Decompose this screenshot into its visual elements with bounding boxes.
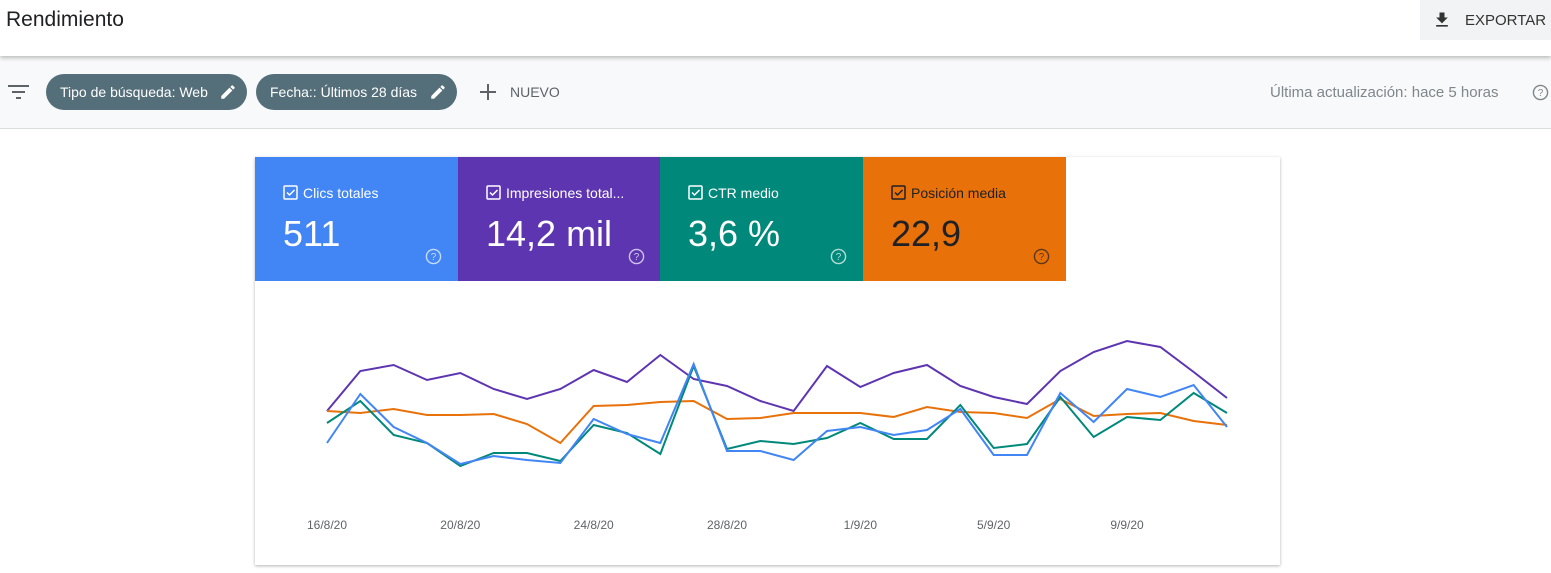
page-title: Rendimiento [6, 8, 124, 31]
metric-tile[interactable]: Impresiones total... 14,2 mil? [458, 157, 661, 281]
metric-tile[interactable]: Posición media 22,9? [863, 157, 1066, 281]
help-circle [425, 248, 442, 265]
checkbox [283, 185, 298, 200]
checkmark [691, 189, 701, 197]
filter-chip[interactable]: Tipo de búsqueda: Web [46, 74, 247, 110]
help-mark: ? [836, 252, 842, 263]
x-tick-label: 24/8/20 [574, 518, 614, 532]
help-icon: ? [830, 248, 847, 265]
checkbox-box [688, 185, 703, 200]
metric-label: Impresiones total... [506, 185, 625, 201]
help-circle [1033, 248, 1050, 265]
help-circle [628, 248, 645, 265]
help-mark: ? [431, 252, 437, 263]
metric-value: 22,9 [891, 213, 962, 254]
x-tick-label: 16/8/20 [307, 518, 347, 532]
download-icon [1436, 12, 1448, 27]
x-tick-label: 1/9/20 [844, 518, 878, 532]
svg-text:?: ? [1538, 88, 1544, 99]
edit-icon [221, 85, 235, 99]
help-mark: ? [1039, 252, 1045, 263]
plus-icon [480, 84, 496, 100]
performance-card: Clics totales 511? Impresiones total... 14… [255, 157, 1280, 565]
chip-label: Tipo de búsqueda: Web [60, 84, 208, 100]
help-circle [830, 248, 847, 265]
new-filter[interactable]: NUEVO [510, 84, 560, 100]
checkbox [891, 185, 906, 200]
metric-label: Posición media [911, 185, 1006, 201]
checkbox [688, 185, 703, 200]
help-mark: ? [634, 252, 640, 263]
filter-bar: Tipo de búsqueda: Web Fecha:: Últimos 28… [0, 56, 1551, 129]
checkmark [894, 189, 904, 197]
metric-label: CTR medio [708, 185, 779, 201]
checkmark [286, 189, 296, 197]
edit-icon [431, 85, 445, 99]
checkmark [489, 189, 499, 197]
metric-value: 14,2 mil [486, 213, 613, 254]
help-icon: ? [425, 248, 442, 265]
x-tick-label: 9/9/20 [1110, 518, 1144, 532]
checkbox-box [486, 185, 501, 200]
checkbox-box [283, 185, 298, 200]
help-icon: ? [628, 248, 645, 265]
chart: 16/8/20 20/8/20 24/8/20 28/8/20 1/9/20 5/9/20… [307, 339, 1228, 532]
x-tick-label: 5/9/20 [977, 518, 1011, 532]
filter-icon[interactable] [8, 83, 30, 101]
metric-value: 511 [283, 213, 341, 254]
export-button[interactable]: EXPORTAR [1420, 0, 1551, 40]
checkbox-box [891, 185, 906, 200]
help-icon[interactable]: ? [1532, 84, 1549, 101]
export-label: EXPORTAR [1465, 12, 1547, 29]
x-tick-label: 28/8/20 [707, 518, 747, 532]
series-line [326, 339, 1228, 413]
x-tick-label: 20/8/20 [440, 518, 480, 532]
help-icon: ? [1033, 248, 1050, 265]
series-line [326, 361, 1228, 466]
filter-chip[interactable]: Fecha:: Últimos 28 días [256, 74, 457, 110]
metric-label: Clics totales [303, 185, 379, 201]
chip-label: Fecha:: Últimos 28 días [270, 84, 418, 100]
header: Rendimiento EXPORTAR [0, 0, 1551, 56]
metric-tile[interactable]: Clics totales 511? [255, 157, 458, 281]
checkbox [486, 185, 501, 200]
last-update: Última actualización: hace 5 horas [1270, 84, 1499, 101]
metric-tile[interactable]: CTR medio 3,6 %? [660, 157, 863, 281]
metric-value: 3,6 % [688, 213, 781, 254]
